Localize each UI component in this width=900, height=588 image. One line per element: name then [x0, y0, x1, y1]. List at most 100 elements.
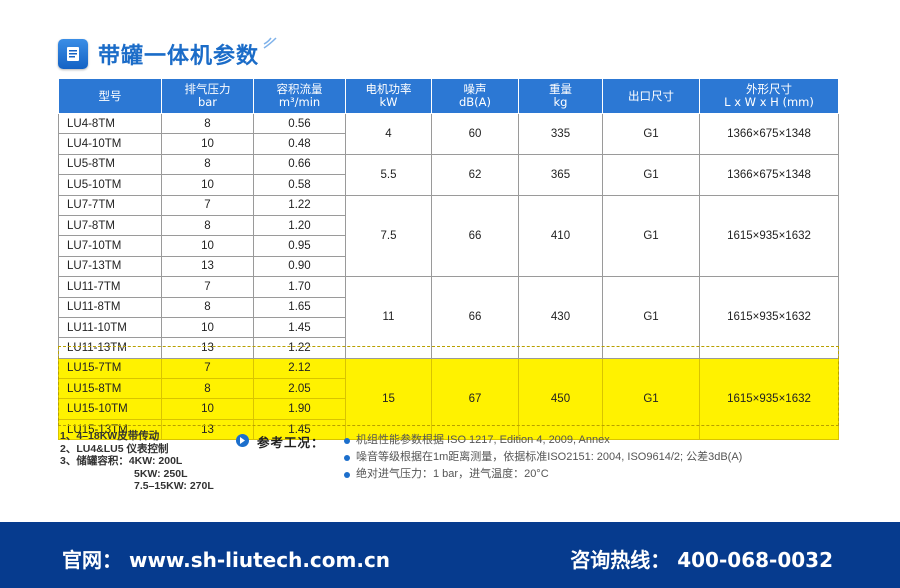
- cell-power: 4: [345, 113, 432, 155]
- cell-weight: 430: [518, 276, 603, 359]
- cell-model: LU15-8TM: [58, 378, 162, 400]
- cell-flow: 0.66: [253, 153, 346, 176]
- col-model: 型号: [58, 78, 162, 114]
- cell-flow: 1.45: [253, 418, 346, 441]
- table-row: LU7-7TM 7 1.22 7.5 66 410 G1 1615×935×16…: [58, 194, 839, 278]
- cell-model: LU7-7TM: [58, 194, 162, 216]
- cell-flow: 0.90: [253, 255, 346, 278]
- bullet-icon: [344, 437, 350, 444]
- note-line: 2、LU4&LU5 仪表控制: [60, 442, 169, 455]
- section-title: 带罐一体机参数: [58, 34, 259, 74]
- table-row-highlighted: LU15-13TM 13 1.45: [58, 418, 839, 441]
- cell-pressure: 10: [161, 398, 254, 420]
- table-row-highlighted: LU15-10TM 10 1.90: [58, 398, 839, 420]
- bullet-icon: [344, 454, 350, 461]
- cell-power: 5.5: [345, 153, 432, 196]
- cell-model: LU15-7TM: [58, 357, 162, 380]
- table-row: LU5-8TM 8 0.66 5.5 62 365 G1 1366×675×13…: [58, 153, 839, 196]
- col-outlet: 出口尺寸: [602, 78, 700, 114]
- table-row: LU5-10TM 10 0.58: [58, 174, 839, 196]
- cell-flow: 1.22: [253, 194, 346, 216]
- document-icon: [58, 39, 88, 69]
- col-flow: 容积流量 m³/min: [253, 78, 346, 114]
- cell-flow: 1.90: [253, 398, 346, 420]
- hotline-text: 咨询热线： 400-068-0032: [570, 548, 833, 572]
- cell-outlet: G1: [602, 194, 700, 278]
- cell-noise: 60: [431, 113, 519, 155]
- table-row: LU11-13TM 13 1.22: [58, 337, 839, 359]
- table-row: LU11-7TM 7 1.70 11 66 430 G1 1615×935×16…: [58, 276, 839, 359]
- cell-flow: 1.65: [253, 296, 346, 318]
- cell-pressure: 8: [161, 153, 254, 176]
- col-dims: 外形尺寸 L x W x H (mm): [699, 78, 839, 114]
- cell-flow: 1.22: [253, 337, 346, 359]
- cell-pressure: 8: [161, 112, 254, 135]
- cell-noise: 66: [431, 194, 519, 278]
- cell-flow: 0.56: [253, 112, 346, 135]
- signal-icon: [263, 37, 277, 49]
- cell-model: LU5-8TM: [58, 153, 162, 176]
- cell-pressure: 13: [161, 418, 254, 441]
- cell-pressure: 13: [161, 255, 254, 278]
- cell-model: LU5-10TM: [58, 174, 162, 196]
- cell-weight: 450: [518, 357, 603, 441]
- col-weight: 重量 kg: [518, 78, 603, 114]
- cell-flow: 1.20: [253, 214, 346, 237]
- cell-flow: 0.58: [253, 174, 346, 196]
- cell-outlet: G1: [602, 113, 700, 155]
- cell-model: LU7-13TM: [58, 255, 162, 278]
- cell-power: 7.5: [345, 194, 432, 278]
- cell-noise: 67: [431, 357, 519, 441]
- cell-outlet: G1: [602, 276, 700, 359]
- cell-pressure: 10: [161, 235, 254, 257]
- cell-model: LU4-8TM: [58, 112, 162, 135]
- reference-item: 机组性能参数根据 ISO 1217, Edition 4, 2009, Anne…: [344, 432, 742, 449]
- cell-dims: 1615×935×1632: [699, 194, 839, 278]
- cell-model: LU11-8TM: [58, 296, 162, 318]
- cell-model: LU4-10TM: [58, 133, 162, 155]
- reference-heading: 参考工况：: [236, 432, 325, 451]
- cell-outlet: G1: [602, 357, 700, 441]
- cell-flow: 1.45: [253, 316, 346, 339]
- play-icon: [236, 434, 249, 447]
- table-row-highlighted: LU15-8TM 8 2.05: [58, 378, 839, 400]
- cell-pressure: 7: [161, 194, 254, 216]
- note-line: 1、4–18KW皮带传动: [60, 430, 160, 442]
- cell-dims: 1366×675×1348: [699, 113, 839, 155]
- cell-weight: 410: [518, 194, 603, 278]
- table-header-row: 型号 排气压力 bar 容积流量 m³/min 电机功率 kW 噪声 dB(A) 重量 k…: [58, 78, 839, 114]
- notes-block: 1、4–18KW皮带传动 2、LU4&LU5 仪表控制 3、储罐容积：4KW: …: [60, 430, 214, 493]
- cell-pressure: 13: [161, 337, 254, 359]
- table-row: LU4-10TM 10 0.48: [58, 133, 839, 155]
- table-row: LU11-8TM 8 1.65: [58, 296, 839, 318]
- cell-model: LU15-10TM: [58, 398, 162, 420]
- cell-power: 15: [345, 357, 432, 441]
- cell-flow: 1.70: [253, 276, 346, 298]
- cell-pressure: 8: [161, 378, 254, 400]
- col-power: 电机功率 kW: [345, 78, 432, 114]
- cell-dims: 1615×935×1632: [699, 357, 839, 441]
- cell-pressure: 7: [161, 276, 254, 298]
- table-row-highlighted: LU15-7TM 7 2.12 15 67 450 G1 1615×935×16…: [58, 357, 839, 441]
- bullet-icon: [344, 471, 350, 478]
- website-link[interactable]: 官网： www.sh-liutech.com.cn: [62, 548, 391, 572]
- cell-pressure: 8: [161, 296, 254, 318]
- cell-model: LU11-7TM: [58, 276, 162, 298]
- footer-bar: 官网： www.sh-liutech.com.cn 咨询热线： 400-068-…: [0, 522, 900, 588]
- cell-pressure: 7: [161, 357, 254, 380]
- cell-model: LU7-10TM: [58, 235, 162, 257]
- cell-flow: 2.05: [253, 378, 346, 400]
- table-row: LU7-10TM 10 0.95: [58, 235, 839, 257]
- reference-label: 参考工况：: [257, 435, 325, 450]
- cell-noise: 62: [431, 153, 519, 196]
- cell-dims: 1615×935×1632: [699, 276, 839, 359]
- cell-noise: 66: [431, 276, 519, 359]
- reference-list: 机组性能参数根据 ISO 1217, Edition 4, 2009, Anne…: [344, 432, 742, 483]
- note-line: 7.5–15KW: 270L: [134, 480, 214, 492]
- cell-flow: 0.95: [253, 235, 346, 257]
- cell-outlet: G1: [602, 153, 700, 196]
- cell-weight: 335: [518, 113, 603, 155]
- cell-dims: 1366×675×1348: [699, 153, 839, 196]
- col-pressure: 排气压力 bar: [161, 78, 254, 114]
- cell-pressure: 8: [161, 214, 254, 237]
